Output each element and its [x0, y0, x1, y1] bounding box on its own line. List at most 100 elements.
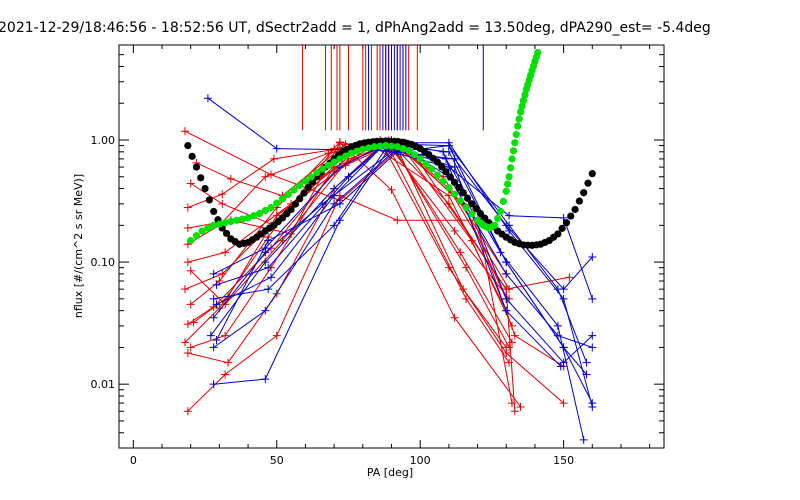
- data-point: [502, 306, 511, 315]
- data-point: [330, 221, 339, 230]
- data-point: [180, 127, 189, 136]
- data-point: [209, 380, 218, 389]
- data-point: [224, 358, 232, 367]
- green-model-point: [499, 197, 507, 205]
- black-model-point: [201, 184, 209, 193]
- data-point: [226, 174, 235, 183]
- green-model-point: [451, 190, 459, 198]
- data-point: [209, 313, 218, 322]
- green-model-point: [210, 221, 218, 229]
- green-model-point: [422, 160, 430, 168]
- data-point: [272, 331, 281, 340]
- green-model-point: [445, 184, 453, 192]
- data-point: [186, 343, 195, 352]
- data-point: [183, 349, 192, 358]
- green-model-point: [324, 161, 332, 169]
- data-point: [183, 258, 192, 267]
- data-point: [261, 306, 270, 315]
- black-model-point: [567, 212, 575, 220]
- green-model-point: [187, 236, 195, 245]
- y-axis-label: nflux [#/(cm^2 s sr MeV)]: [72, 174, 85, 318]
- green-model-point: [336, 155, 344, 163]
- data-point: [330, 184, 339, 193]
- green-model-point: [468, 210, 476, 218]
- black-model-point: [296, 195, 304, 203]
- black-model-point: [580, 189, 588, 197]
- data-point: [505, 343, 514, 352]
- series-line: [187, 195, 513, 412]
- y-axis: 0.01 0.10 1.00: [91, 44, 664, 449]
- data-point: [579, 435, 588, 444]
- data-point: [261, 172, 270, 181]
- green-model-point: [330, 158, 338, 166]
- green-model-point: [290, 186, 298, 194]
- data-point: [203, 94, 212, 103]
- black-model-point: [455, 183, 463, 192]
- data-point: [444, 199, 453, 208]
- data-point: [559, 285, 568, 294]
- data-point: [209, 294, 218, 303]
- data-point: [588, 331, 597, 340]
- green-model-point: [313, 169, 321, 177]
- data-point: [261, 258, 270, 267]
- black-model-point: [291, 200, 300, 208]
- data-point: [269, 154, 278, 163]
- green-model-point: [267, 203, 275, 212]
- x-tick-label: 150: [553, 454, 574, 467]
- data-point: [505, 358, 514, 367]
- green-model-point: [250, 212, 258, 220]
- green-model-point: [410, 151, 419, 159]
- x-tick-label: 0: [130, 454, 137, 467]
- data-point: [387, 185, 396, 194]
- black-model-point: [459, 189, 467, 197]
- black-model-point: [562, 219, 571, 227]
- data-point: [393, 216, 402, 225]
- green-model-point: [502, 187, 510, 195]
- data-point: [442, 154, 450, 163]
- data-point: [553, 331, 562, 340]
- black-model-point: [472, 205, 480, 213]
- green-model-point: [382, 141, 390, 150]
- series-line: [213, 148, 593, 364]
- data-point: [183, 203, 192, 212]
- series-line: [187, 141, 522, 408]
- data-point: [588, 343, 597, 352]
- black-model-point: [476, 209, 485, 218]
- data-point: [444, 138, 453, 147]
- green-model-point: [518, 102, 526, 110]
- data-point: [450, 226, 459, 235]
- green-model-point: [227, 217, 235, 226]
- data-point: [209, 343, 218, 352]
- data-point: [588, 253, 597, 262]
- data-point: [212, 336, 221, 345]
- data-point: [456, 248, 465, 257]
- data-point: [206, 331, 215, 340]
- green-model-point: [364, 144, 373, 152]
- data-point: [588, 294, 597, 303]
- data-point: [459, 285, 468, 294]
- series-line: [216, 142, 593, 408]
- data-point: [261, 244, 270, 253]
- data-point: [221, 370, 230, 379]
- data-point: [212, 280, 221, 289]
- x-tick-label: 50: [270, 454, 284, 467]
- data-point: [462, 294, 471, 303]
- x-tick-label: 100: [410, 454, 431, 467]
- green-model-point: [359, 145, 367, 153]
- black-model-point: [438, 163, 446, 171]
- green-model-point: [491, 221, 499, 229]
- data-point: [462, 263, 471, 272]
- data-point: [510, 407, 519, 416]
- green-model-point: [505, 173, 513, 181]
- data-point: [516, 403, 525, 412]
- vertical-markers: [302, 45, 484, 131]
- black-model-point: [192, 163, 201, 171]
- green-model-point: [244, 214, 252, 222]
- green-model-point: [204, 224, 212, 232]
- data-point: [502, 221, 511, 230]
- data-point: [335, 138, 344, 147]
- black-model-point: [571, 205, 579, 214]
- x-axis-label: PA [deg]: [367, 466, 413, 479]
- green-model-point: [521, 91, 529, 99]
- green-model-point: [514, 122, 522, 130]
